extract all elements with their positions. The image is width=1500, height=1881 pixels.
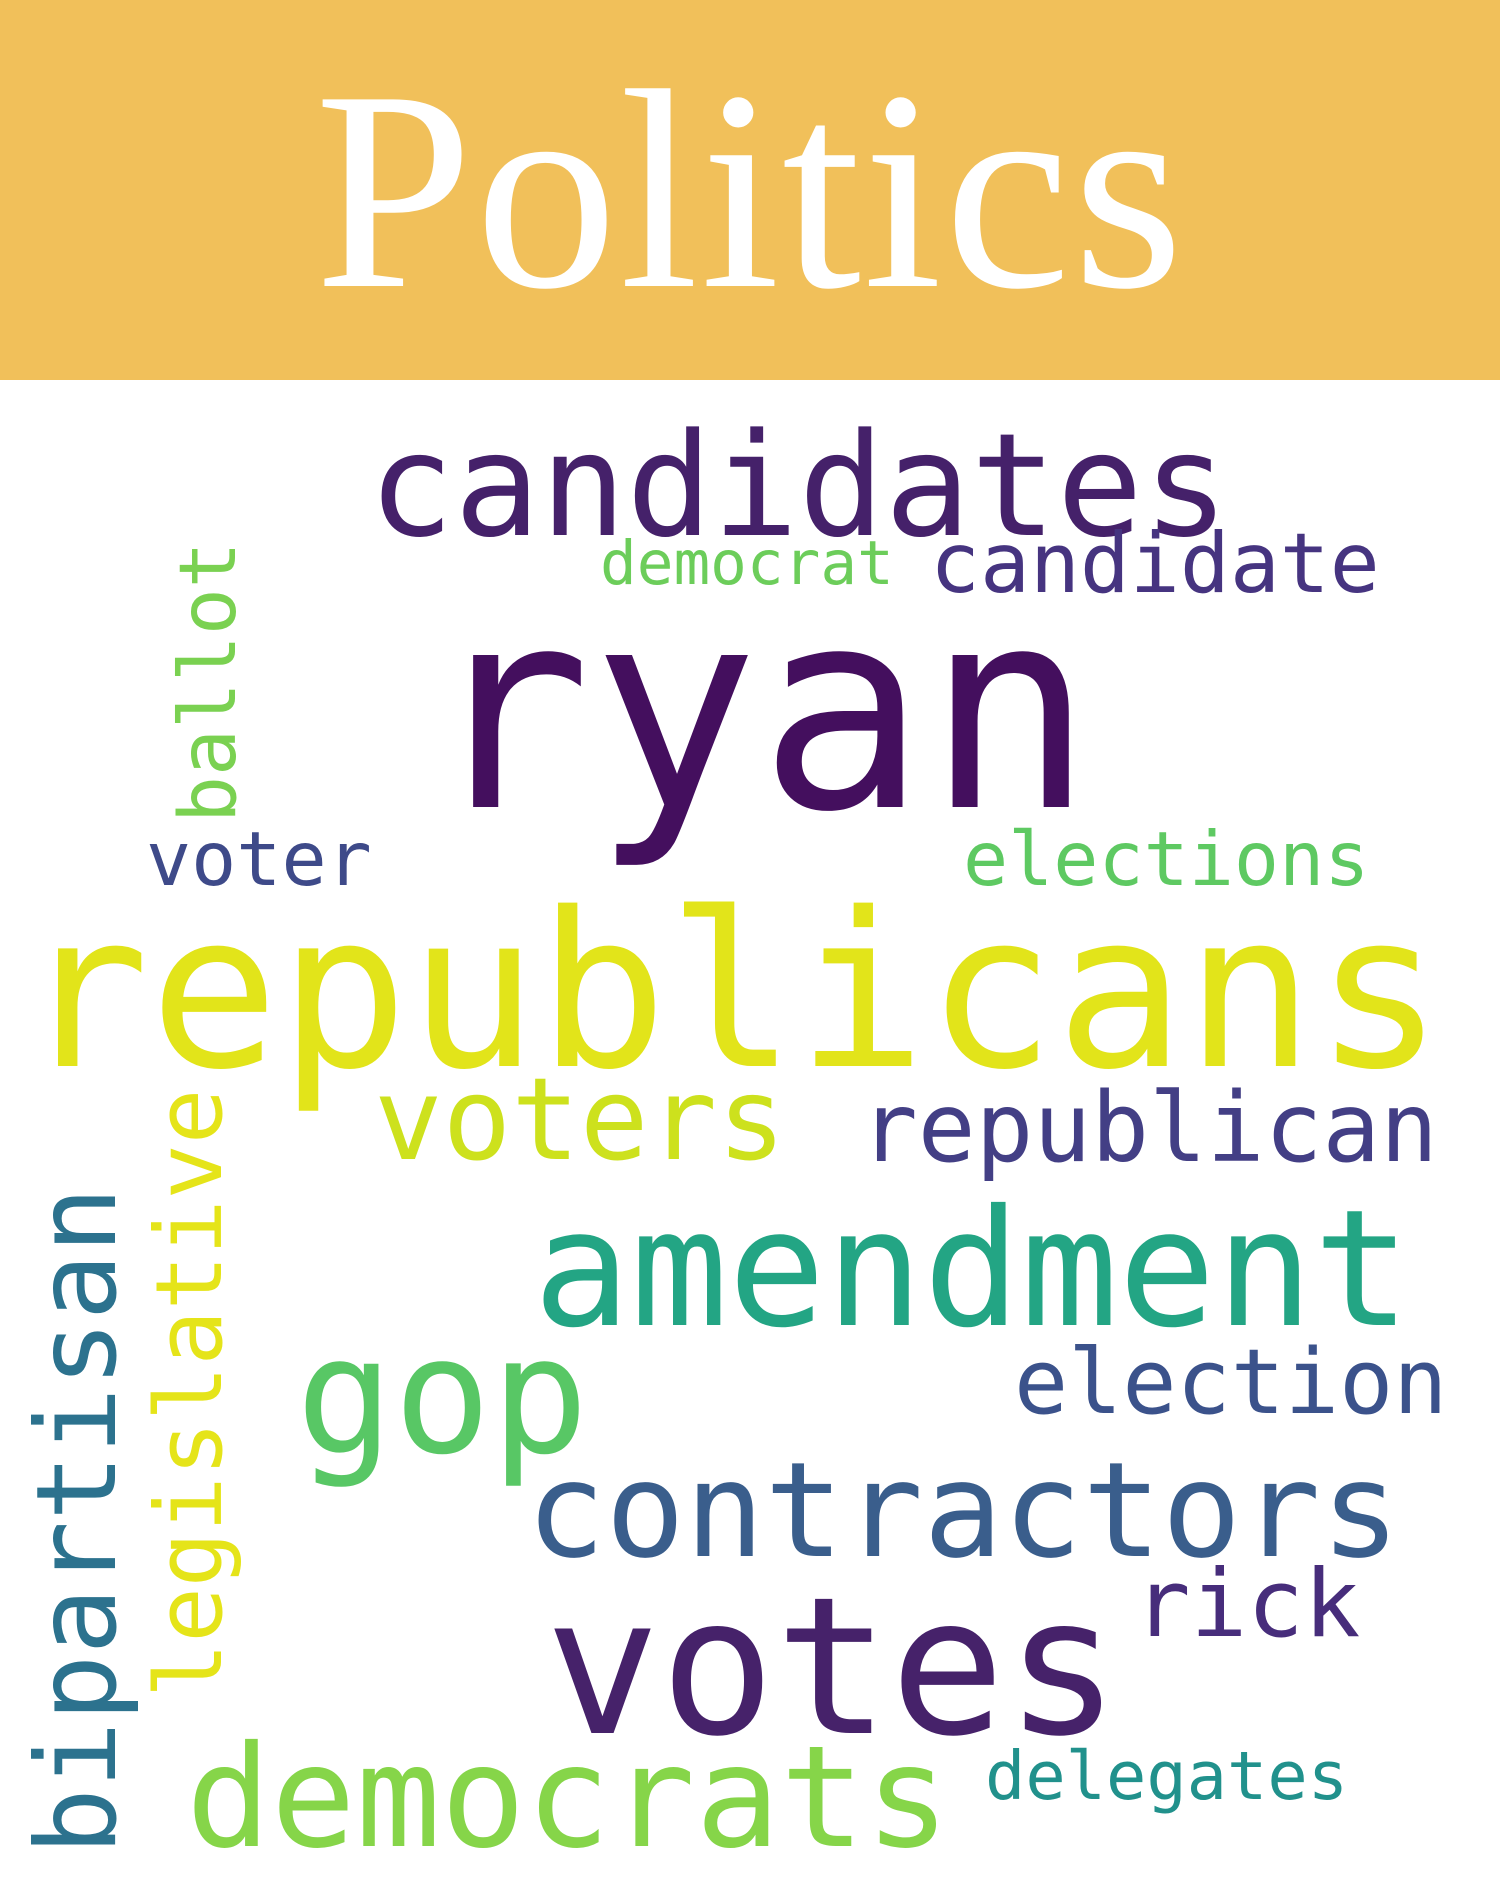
word-cloud: ryan candidates democrat candidate voter… xyxy=(0,380,1500,1881)
banner-title: Politics xyxy=(314,32,1186,348)
word-amendment: amendment xyxy=(533,1176,1411,1364)
word-elections: elections xyxy=(963,815,1370,903)
word-candidate: candidate xyxy=(930,515,1380,612)
word-candidates: candidates xyxy=(368,402,1229,569)
word-voters: voters xyxy=(374,1053,786,1186)
word-democrats: democrats xyxy=(186,1716,951,1880)
word-legislative: legislative xyxy=(136,1088,243,1698)
word-democrat: democrat xyxy=(600,528,894,599)
word-bipartisan: bipartisan xyxy=(13,1186,142,1855)
word-republicans: republicans xyxy=(20,866,1444,1117)
word-ballot: ballot xyxy=(164,541,254,823)
word-gop: gop xyxy=(296,1303,589,1491)
word-contractors: contractors xyxy=(526,1434,1401,1588)
word-voter: voter xyxy=(146,815,372,903)
word-ryan: ryan xyxy=(424,549,1094,873)
word-rick: rick xyxy=(1134,1550,1361,1659)
title-banner: Politics xyxy=(0,0,1500,380)
word-delegates: delegates xyxy=(985,1737,1349,1815)
word-republican: republican xyxy=(860,1072,1438,1184)
word-votes: votes xyxy=(545,1557,1120,1779)
word-election: election xyxy=(1014,1330,1448,1435)
